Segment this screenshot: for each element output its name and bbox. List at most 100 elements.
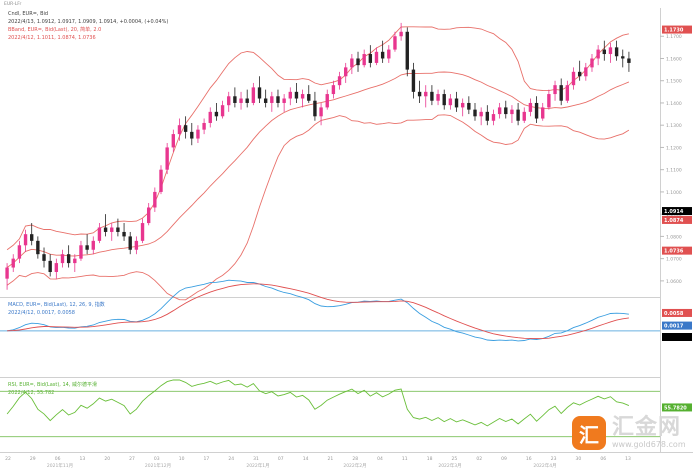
candle: [362, 49, 366, 68]
candle: [85, 234, 89, 255]
candle: [220, 100, 225, 119]
candle-body: [257, 87, 262, 99]
candle: [300, 89, 305, 108]
candle-body: [577, 71, 582, 77]
watermark-logo-icon: 汇: [572, 416, 606, 450]
candle: [380, 40, 385, 63]
price-tick-label: 1.0600: [666, 279, 682, 285]
candle: [140, 218, 145, 244]
x-tick-label: 17: [204, 456, 210, 462]
price-tick-label: 1.1300: [666, 123, 682, 129]
macd-tag: 0.0058: [662, 308, 692, 317]
candle-body: [571, 71, 576, 86]
x-tick-label: 07: [278, 456, 284, 462]
x-tick-label: 03: [154, 456, 160, 462]
candle-body: [541, 107, 545, 119]
candle: [528, 98, 533, 117]
candle: [30, 223, 34, 246]
candle: [368, 45, 373, 68]
candle-body: [584, 67, 588, 77]
candle: [103, 214, 108, 237]
candle: [23, 229, 28, 252]
candle: [522, 107, 526, 123]
candle: [584, 62, 588, 81]
candle-body: [270, 96, 274, 103]
price-tick-label: 1.1000: [666, 190, 682, 196]
candle-body: [516, 109, 520, 121]
candle-body: [405, 31, 409, 70]
macd-header-title: MACD, EUR=, Bid(Last), 12, 26, 9, 指数: [8, 301, 105, 308]
candle-body: [85, 245, 89, 250]
rsi-panel-header: RSI, EUR=, Bid(Last), 14, 威尔德平滑 2022/4/1…: [8, 381, 97, 396]
candle: [128, 231, 132, 255]
price-tick-label: 1.1600: [666, 56, 682, 62]
candle: [245, 89, 249, 108]
candle: [436, 89, 440, 106]
candle-body: [590, 58, 594, 68]
candle: [116, 218, 120, 237]
candle-body: [331, 85, 336, 95]
price-tick-label: 1.1700: [666, 34, 682, 40]
candle: [202, 118, 206, 135]
candle: [146, 203, 151, 226]
candle: [60, 249, 65, 268]
candle: [393, 31, 397, 52]
x-group-label: 2022年3月: [438, 462, 461, 469]
candle: [270, 91, 274, 112]
candle: [621, 49, 625, 68]
macd-panel-header: MACD, EUR=, Bid(Last), 12, 26, 9, 指数 202…: [8, 301, 105, 316]
candle-body: [103, 227, 108, 232]
x-group-label: 2022年1月: [246, 462, 269, 469]
candle-body: [307, 94, 311, 101]
candle-body: [282, 98, 286, 103]
candle-body: [227, 96, 231, 106]
candle: [467, 96, 471, 115]
candle: [66, 245, 71, 268]
panel-frames: [0, 8, 693, 453]
candle: [627, 51, 631, 72]
candle-body: [399, 31, 403, 37]
candle: [547, 89, 551, 110]
candle: [614, 40, 619, 61]
candle: [183, 116, 188, 139]
price-tag-bg: [662, 215, 692, 224]
candle-body: [627, 58, 631, 63]
x-tick-label: 14: [303, 456, 309, 462]
rsi-tag-label: 55.7820: [664, 405, 687, 411]
x-tick-label: 09: [501, 456, 507, 462]
watermark: 汇 汇金网 www.gold678.com: [572, 410, 688, 456]
bollinger-bands: [6, 26, 630, 301]
candle-body: [325, 94, 329, 108]
macd-lines: [0, 279, 660, 342]
price-tick-label: 1.0900: [666, 212, 682, 218]
price-tick-label: 1.0800: [666, 234, 682, 240]
candle-body: [60, 254, 65, 264]
x-group-label: 2022年2月: [343, 462, 366, 469]
candle-body: [134, 240, 139, 250]
candle: [473, 102, 477, 121]
candle: [510, 105, 514, 123]
candle-body: [460, 102, 465, 108]
candle: [405, 27, 409, 77]
rsi-tag: 55.7820: [662, 403, 692, 412]
candle-body: [454, 98, 459, 108]
candle-body: [393, 36, 397, 50]
candle: [208, 107, 212, 128]
price-tick-label: 1.1100: [666, 168, 682, 174]
candle: [54, 258, 59, 279]
x-tick-label: 13: [80, 456, 86, 462]
price-tag-bg: [662, 246, 692, 255]
candle: [411, 62, 416, 99]
candle: [596, 45, 600, 66]
candle-body: [5, 267, 9, 279]
candle-body: [220, 105, 225, 117]
candle: [331, 80, 336, 99]
x-group-label: 2022年4月: [533, 462, 556, 469]
rsi-tag-bg: [662, 403, 692, 412]
macd-tag-bg: [662, 321, 692, 330]
candle: [356, 51, 360, 72]
candle: [497, 102, 502, 119]
candle: [11, 254, 15, 272]
x-tick-label: 02: [476, 456, 482, 462]
candle: [73, 254, 77, 272]
